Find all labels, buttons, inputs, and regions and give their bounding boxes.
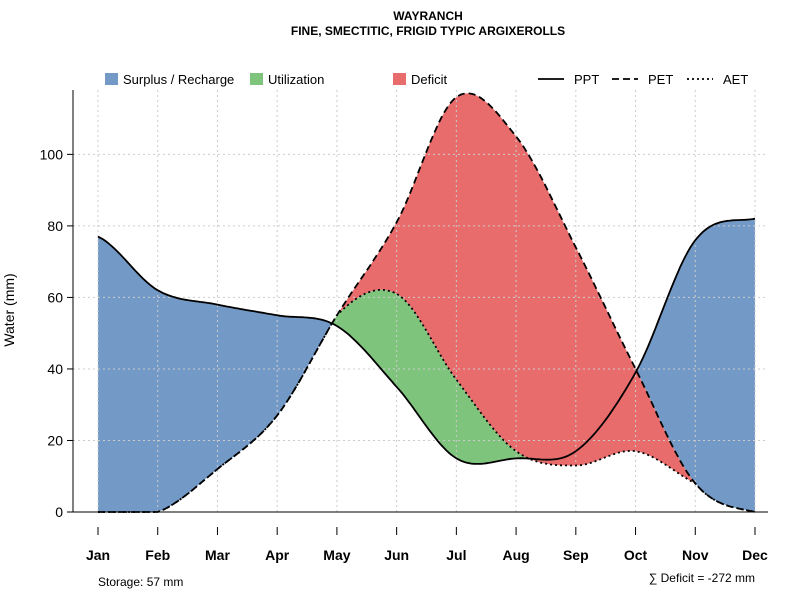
storage-annotation: Storage: 57 mm bbox=[98, 575, 183, 589]
x-tick-label: Sep bbox=[563, 547, 589, 563]
x-tick-label: Jun bbox=[384, 547, 409, 563]
x-tick-label: Apr bbox=[265, 547, 290, 563]
legend-swatch bbox=[393, 73, 406, 85]
x-tick-label: Nov bbox=[682, 547, 709, 563]
y-tick-label: 100 bbox=[40, 146, 64, 162]
y-tick-label: 20 bbox=[47, 432, 63, 448]
x-tick-label: Aug bbox=[502, 547, 529, 563]
surplus-recharge-area bbox=[98, 93, 755, 513]
legend-label: AET bbox=[723, 72, 748, 87]
legend-label: PPT bbox=[574, 72, 599, 87]
x-tick-label: Mar bbox=[205, 547, 230, 563]
x-tick-label: Oct bbox=[624, 547, 648, 563]
y-axis-label: Water (mm) bbox=[1, 273, 17, 346]
x-tick-label: May bbox=[323, 547, 350, 563]
y-tick-label: 40 bbox=[47, 361, 63, 377]
legend-label: Surplus / Recharge bbox=[123, 72, 234, 87]
chart-subtitle: FINE, SMECTITIC, FRIGID TYPIC ARGIXEROLL… bbox=[291, 24, 565, 38]
legend-label: Deficit bbox=[411, 72, 448, 87]
series-line-pet bbox=[98, 92, 756, 513]
series-line-ppt bbox=[97, 217, 756, 465]
legend-swatch bbox=[250, 73, 263, 85]
x-tick-label: Jul bbox=[446, 547, 466, 563]
x-tick-label: Feb bbox=[145, 547, 170, 563]
legend-label: PET bbox=[648, 72, 673, 87]
chart-title: WAYRANCH bbox=[393, 9, 463, 23]
y-tick-label: 80 bbox=[47, 218, 63, 234]
deficit-annotation: ∑ Deficit = -272 mm bbox=[649, 571, 755, 585]
legend-label: Utilization bbox=[268, 72, 324, 87]
y-tick-label: 60 bbox=[47, 289, 63, 305]
x-tick-label: Dec bbox=[742, 547, 768, 563]
series-line-aet bbox=[98, 288, 756, 513]
x-tick-label: Jan bbox=[86, 547, 110, 563]
utilization-area bbox=[98, 289, 755, 512]
deficit-area bbox=[98, 93, 755, 513]
y-tick-label: 0 bbox=[55, 504, 63, 520]
legend-swatch bbox=[105, 73, 118, 85]
